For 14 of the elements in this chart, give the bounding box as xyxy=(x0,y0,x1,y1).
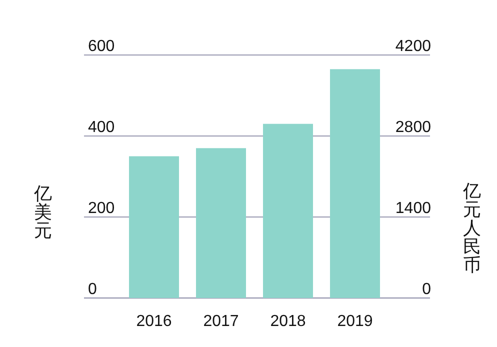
y-tick-label: 200 xyxy=(88,200,115,217)
y2-tick-label: 4200 xyxy=(395,38,432,55)
x-tick-label: 2019 xyxy=(337,313,373,330)
y-tick-label: 0 xyxy=(88,281,97,298)
y-axis-title: 亿美元 xyxy=(33,184,52,240)
y-tick-label: 600 xyxy=(88,38,115,55)
y2-tick-label: 0 xyxy=(422,281,432,298)
y2-tick-label: 2800 xyxy=(395,119,432,136)
x-tick-label: 2018 xyxy=(270,313,306,330)
y2-tick-label: 1400 xyxy=(395,200,432,217)
x-tick-label: 2016 xyxy=(136,313,172,330)
y2-axis-title: 亿元人民币 xyxy=(462,181,481,275)
y-tick-label: 400 xyxy=(88,119,115,136)
x-tick-label: 2017 xyxy=(203,313,239,330)
